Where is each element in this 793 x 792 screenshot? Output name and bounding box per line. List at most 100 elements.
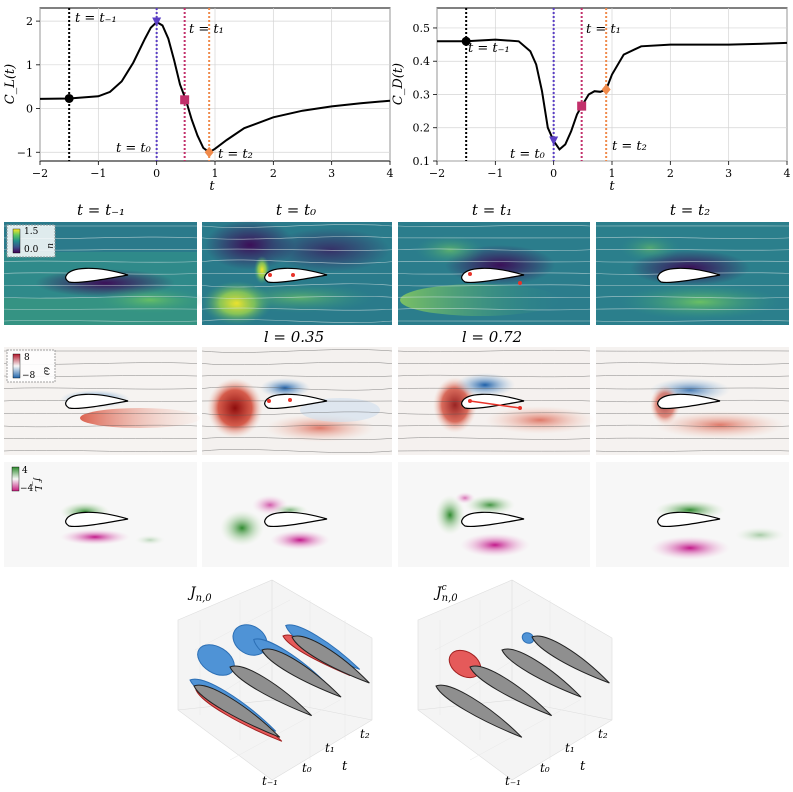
streamline — [201, 295, 393, 299]
right-3d-title-sub: n,0 — [442, 593, 459, 604]
streamline — [595, 424, 790, 428]
streamline — [595, 362, 790, 365]
column-title-t1: t = t₁ — [472, 201, 512, 219]
cl-ytick-label: 2 — [26, 15, 33, 28]
vorticity-panel-t1 — [397, 347, 595, 455]
velocity-colorbar: 1.5 0.0 u — [6, 224, 56, 258]
cl-vline-label-t2: t = t₂ — [218, 147, 253, 162]
streamline — [397, 425, 591, 427]
streamline — [201, 319, 393, 323]
left-3d-title-sub: n,0 — [196, 593, 213, 604]
streamline — [3, 308, 198, 310]
force-colorbar-max: 4 — [22, 466, 28, 476]
streamline — [3, 437, 198, 440]
streamline — [201, 437, 393, 440]
left-3d-title: Jn,0 — [187, 585, 212, 604]
streamline — [201, 386, 393, 391]
velocity-colorbar-max: 1.5 — [24, 227, 39, 237]
velocity-colorbar-label: u — [45, 243, 55, 249]
cl-markers — [64, 17, 214, 158]
cl-vline-label-tm1: t = t₋₁ — [75, 11, 117, 26]
streamline — [201, 307, 393, 311]
force-colorbar-label: f_L — [32, 477, 42, 492]
force-panel-t0 — [202, 462, 392, 567]
streamline — [201, 424, 393, 428]
cl-xtick-label: 4 — [387, 167, 394, 180]
cl-marker-circle — [64, 93, 74, 103]
cd-markers — [461, 36, 611, 146]
velocity-panel-tm1 — [3, 222, 205, 325]
plot3d-right: Jc n,0 t₂ t₁ t₀ t₋₁ t — [417, 579, 613, 788]
cd-chart: −2 −1 0 1 2 3 4 0.1 0.2 0.3 0.4 0.5 t C_D(t) t = t… — [391, 7, 791, 194]
row-force: 4 −4 f_L — [4, 462, 789, 567]
row-velocity: 1.5 0.0 u — [3, 220, 790, 325]
streamline — [595, 296, 790, 299]
cl-xtick-label: 1 — [212, 167, 219, 180]
vorticity-colorbar-label: ω — [41, 367, 52, 375]
force-panel-tm1: 4 −4 f_L — [4, 462, 197, 567]
cl-xlabel: t — [209, 179, 215, 194]
cd-ytick-label: 0.1 — [413, 155, 431, 168]
velocity-colorbar-min: 0.0 — [24, 245, 39, 255]
streamline — [201, 361, 393, 366]
cd-xtick-label: 1 — [609, 167, 616, 180]
cd-vline-label-t0: t = t₀ — [510, 147, 546, 162]
vorticity-colorbar-max: 8 — [24, 353, 30, 363]
left-3d-tick-t0: t₀ — [302, 761, 312, 775]
streamline — [201, 449, 393, 453]
left-3d-tick-tm1: t₋₁ — [262, 774, 278, 788]
streamline — [595, 387, 790, 390]
cl-vline-label-t1: t = t₁ — [189, 22, 224, 37]
cl-ytick-label: 0 — [26, 103, 33, 116]
force-panel-t1 — [398, 462, 590, 567]
streamline — [595, 260, 790, 263]
cd-ytick-label: 0.3 — [413, 88, 431, 101]
streamline — [397, 224, 591, 228]
cd-ytick-label: 0.2 — [413, 122, 431, 135]
streamline — [595, 450, 790, 452]
cd-vline-label-t2: t = t₂ — [612, 139, 647, 154]
cl-xticks: −2 −1 0 1 2 3 4 — [32, 161, 394, 180]
left-3d-tick-t2: t₂ — [360, 727, 370, 741]
cl-ytick-label: 1 — [26, 59, 33, 72]
velocity-panel-t0 — [201, 220, 393, 325]
streamline — [201, 224, 393, 228]
streamline — [201, 411, 393, 416]
right-3d-title: Jc n,0 — [433, 583, 458, 604]
streamline — [3, 319, 198, 323]
cl-vline-label-t0: t = t₀ — [116, 141, 152, 156]
cl-xtick-label: −2 — [32, 167, 48, 180]
vorticity-colorbar-min: −8 — [22, 371, 36, 381]
right-3d-tick-tm1: t₋₁ — [505, 774, 521, 788]
streamline — [201, 236, 393, 240]
streamline — [397, 248, 591, 251]
cl-ylabel: C_L(t) — [3, 64, 18, 104]
cd-yticks: 0.1 0.2 0.3 0.4 0.5 — [413, 22, 437, 168]
cd-xtick-label: 4 — [784, 167, 791, 180]
right-3d-axis-label: t — [580, 759, 586, 774]
right-3d-title-main: J — [433, 585, 443, 601]
cl-xtick-label: 3 — [328, 167, 335, 180]
column-title-t0: t = t₀ — [276, 201, 316, 219]
right-3d-tick-t0: t₀ — [540, 761, 550, 775]
cd-xtick-label: −2 — [429, 167, 445, 180]
streamline — [397, 374, 591, 378]
cd-marker-triangle-down — [549, 136, 559, 146]
streamline — [3, 296, 198, 299]
left-3d-title-main: J — [187, 585, 197, 601]
streamline — [397, 261, 591, 263]
streamline — [397, 307, 591, 311]
chord-length-t0: l = 0.35 — [264, 328, 324, 346]
streamline — [595, 308, 790, 310]
cd-xticks: −2 −1 0 1 2 3 4 — [429, 161, 791, 180]
streamline — [397, 349, 591, 353]
cd-marker-diamond — [601, 83, 611, 95]
streamline — [595, 236, 790, 239]
force-colorbar: 4 −4 f_L — [11, 466, 42, 494]
streamline — [201, 349, 393, 353]
streamline — [397, 284, 591, 287]
cd-marker-square — [577, 101, 587, 111]
cl-marker-diamond — [204, 146, 214, 158]
cd-vline-label-tm1: t = t₋₁ — [468, 41, 510, 56]
